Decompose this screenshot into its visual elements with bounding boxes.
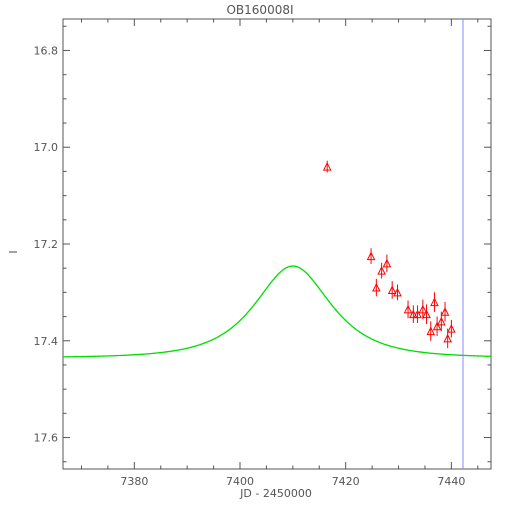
data-point — [432, 316, 442, 337]
triangle-marker — [422, 309, 431, 319]
triangle-marker — [366, 251, 376, 261]
triangle-marker — [437, 316, 446, 326]
data-point — [440, 301, 450, 322]
x-tick-label: 7380 — [120, 475, 148, 488]
data-point — [322, 160, 332, 173]
triangle-marker — [426, 326, 436, 336]
x-tick-label: 7440 — [437, 475, 465, 488]
data-point — [372, 278, 381, 297]
data-point — [426, 321, 436, 341]
model-curve — [62, 265, 492, 358]
triangle-marker — [432, 321, 442, 331]
model-curve-layer — [62, 265, 492, 358]
y-tick-label: 17.2 — [34, 238, 59, 251]
data-point — [418, 299, 428, 320]
data-point — [447, 319, 456, 338]
triangle-marker — [403, 304, 413, 314]
plot-frame — [62, 18, 492, 470]
y-tick-label: 17.0 — [34, 141, 59, 154]
triangle-marker — [382, 258, 392, 268]
data-point — [409, 305, 418, 323]
triangle-marker — [409, 309, 418, 319]
triangle-marker — [430, 297, 439, 307]
data-point — [393, 284, 402, 301]
triangle-marker — [322, 161, 332, 171]
x-tick-label: 7400 — [226, 475, 254, 488]
data-point — [413, 305, 422, 323]
data-point — [430, 292, 439, 312]
y-axis-label: I — [7, 250, 20, 253]
x-tick-label: 7420 — [332, 475, 360, 488]
triangle-marker — [372, 282, 381, 292]
y-tick-label: 17.4 — [34, 335, 59, 348]
data-point — [382, 254, 392, 273]
data-points-layer — [322, 160, 456, 349]
data-point — [403, 300, 413, 319]
triangle-marker — [440, 307, 450, 316]
data-point — [422, 304, 431, 324]
data-point — [366, 248, 376, 264]
data-point — [377, 262, 386, 279]
y-tick-label: 17.6 — [34, 432, 59, 445]
triangle-marker — [393, 287, 402, 297]
data-point — [387, 281, 397, 299]
y-tick-label: 16.8 — [34, 44, 59, 57]
triangle-marker — [418, 304, 428, 314]
triangle-marker — [413, 309, 422, 319]
x-axis-label: JD - 2450000 — [239, 487, 312, 500]
triangle-marker — [443, 333, 452, 343]
triangle-marker — [377, 265, 386, 275]
triangle-marker — [447, 324, 456, 333]
triangle-marker — [387, 285, 397, 294]
axis-ticks: 7380 7400 7420 7440 16.8 17.0 17.2 17.4 17.6 — [34, 19, 491, 488]
chart-title: OB160008I — [226, 3, 293, 17]
